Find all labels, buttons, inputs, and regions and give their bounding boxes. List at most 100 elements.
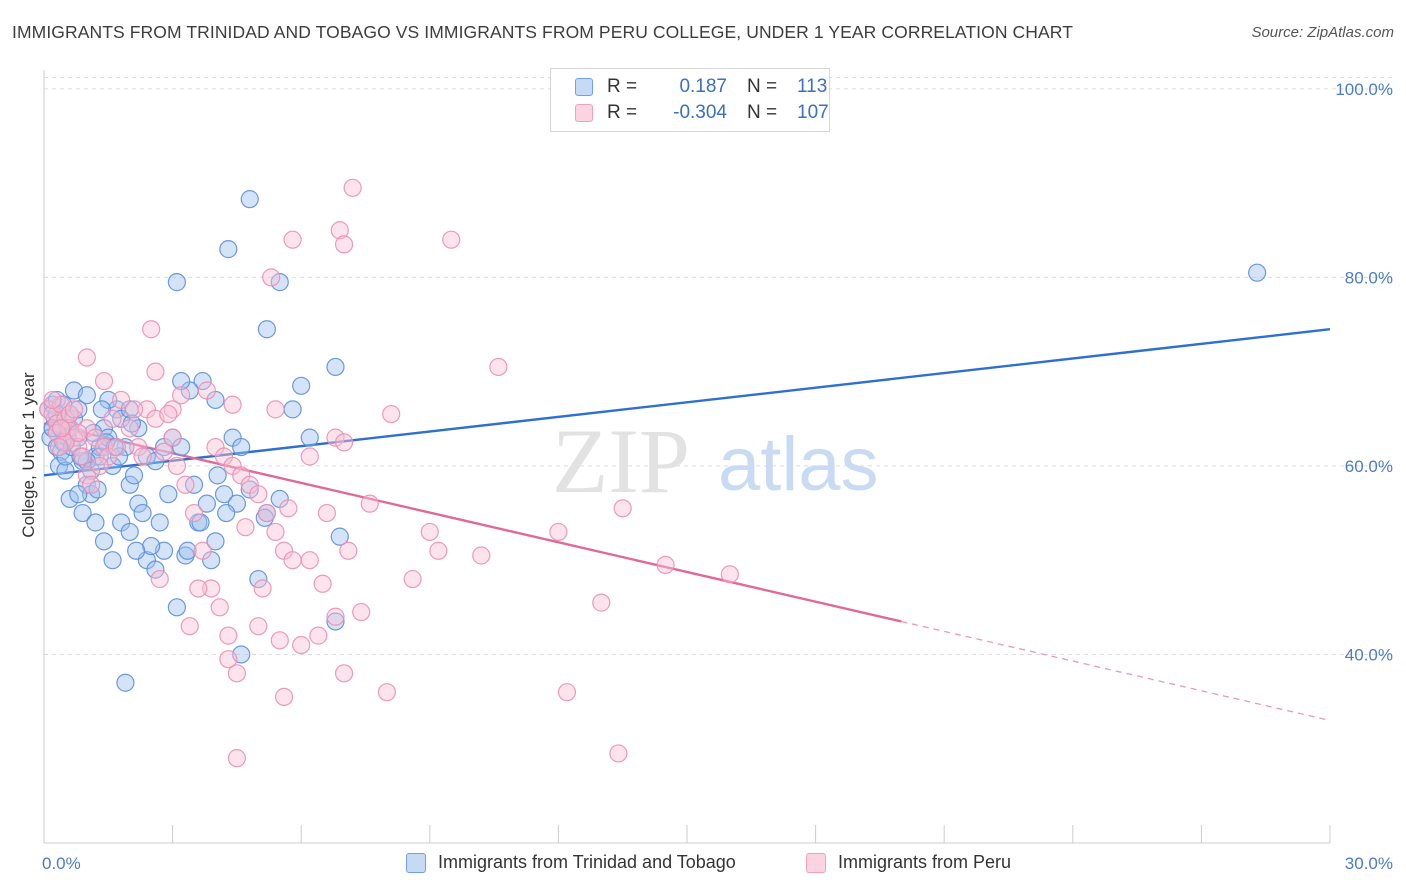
chart-title: IMMIGRANTS FROM TRINIDAD AND TOBAGO VS I… (12, 22, 1074, 42)
peru-point-54 (274, 687, 294, 706)
peru-point-93 (82, 475, 101, 494)
peru-point-57 (313, 574, 332, 593)
peru-point-98 (150, 569, 169, 589)
trinidad-point-45 (120, 522, 139, 542)
peru-point-49 (283, 551, 302, 570)
x-tick-labels: 0.0% 30.0% (42, 854, 1393, 873)
legend-n-label: N = (747, 102, 778, 123)
peru-point-65 (429, 541, 448, 560)
legend-r-label: R = (607, 76, 638, 97)
trinidad-point-41 (86, 513, 105, 532)
series-legend-peru: Immigrants from Peru (806, 852, 1011, 873)
trend-line-trinidad (43, 328, 1331, 477)
peru-point-71 (720, 565, 739, 584)
legend-n-value-peru: 107 (797, 102, 829, 123)
peru-point-86 (266, 400, 285, 419)
peru-point-72 (557, 683, 577, 702)
legend-n-label: N = (747, 76, 778, 97)
peru-point-33 (167, 456, 186, 476)
source-credit: Source: ZipAtlas.com (1251, 24, 1394, 41)
trinidad-point-29 (124, 466, 144, 485)
peru-point-102 (253, 579, 272, 598)
peru-point-28 (163, 428, 182, 447)
peru-point-23 (120, 419, 139, 438)
peru-point-66 (472, 546, 491, 565)
peru-point-47 (266, 522, 285, 542)
peru-point-84 (334, 433, 354, 452)
peru-point-90 (124, 400, 144, 419)
legend-r-value-peru: -0.304 (673, 102, 727, 123)
peru-point-95 (52, 419, 71, 438)
peru-point-97 (133, 447, 152, 466)
trinidad-point-48 (146, 560, 165, 579)
peru-point-56 (300, 551, 319, 570)
peru-point-45 (249, 485, 268, 504)
peru-point-59 (334, 664, 354, 683)
trinidad-point-43 (103, 551, 122, 570)
y-tick-label-0: 100.0% (1335, 80, 1393, 99)
trinidad-point-105 (178, 541, 197, 560)
trinidad-point-85 (133, 503, 152, 523)
y-tick-labels: 100.0% 80.0% 60.0% 40.0% (1335, 80, 1393, 665)
peru-point-10 (43, 390, 62, 410)
peru-point-52 (219, 650, 238, 669)
peru-point-8 (73, 447, 92, 466)
peru-point-19 (103, 409, 122, 428)
trinidad-point-55 (206, 532, 225, 551)
peru-point-76 (330, 221, 349, 240)
trinidad-point-74 (257, 320, 277, 339)
trend-trinidad-solid (43, 328, 1331, 477)
peru-point-88 (197, 381, 216, 400)
trinidad-point-86 (142, 536, 161, 556)
trinidad-point-72 (240, 190, 259, 209)
trinidad-point-64 (240, 480, 259, 499)
peru-point-39 (219, 626, 238, 645)
trinidad-point-61 (172, 371, 191, 391)
peru-point-91 (107, 437, 126, 457)
peru-point-24 (129, 437, 148, 457)
peru-point-46 (257, 503, 277, 523)
trinidad-point-73 (270, 273, 289, 292)
peru-point-63 (382, 404, 401, 424)
peru-point-60 (339, 541, 358, 560)
peru-point-27 (154, 442, 174, 461)
trinidad-point-46 (129, 494, 148, 513)
trinidad-point-7 (56, 461, 75, 480)
series-swatch-trinidad (406, 852, 426, 873)
peru-point-58 (326, 607, 345, 626)
series-legend-trinidad: Immigrants from Trinidad and Tobago (406, 852, 736, 873)
peru-point-73 (609, 744, 628, 763)
peru-point-62 (377, 683, 397, 702)
trinidad-point-77 (330, 527, 349, 546)
peru-point-106 (403, 569, 422, 589)
peru-point-81 (489, 357, 508, 377)
legend-row-peru: R = -0.304 N = 107 (575, 101, 829, 125)
trinidad-point-76 (326, 357, 345, 377)
trinidad-point-24 (103, 456, 122, 476)
peru-point-38 (210, 598, 229, 617)
points-peru (39, 178, 739, 768)
correlation-legend: R = 0.187 N = 113 R = -0.304 N = 107 (550, 68, 830, 132)
y-axis-title: College, Under 1 year (19, 372, 38, 538)
peru-point-69 (613, 499, 632, 518)
trinidad-point-110 (1248, 263, 1267, 282)
series-swatch-peru (806, 852, 826, 873)
peru-point-83 (326, 428, 345, 447)
trinidad-point-88 (159, 485, 178, 504)
peru-point-64 (420, 522, 439, 542)
peru-point-75 (343, 178, 362, 197)
peru-point-94 (69, 423, 88, 443)
legend-r-label: R = (607, 102, 638, 123)
peru-point-20 (77, 348, 96, 367)
peru-point-89 (159, 404, 178, 424)
peru-point-31 (146, 362, 165, 381)
x-tick-label-start: 0.0% (42, 854, 81, 873)
peru-point-34 (176, 475, 195, 494)
trinidad-point-54 (197, 494, 216, 513)
peru-point-30 (142, 320, 161, 339)
trinidad-point-70 (219, 240, 238, 259)
peru-point-36 (193, 541, 212, 560)
peru-point-70 (656, 555, 675, 575)
peru-point-85 (300, 447, 319, 466)
